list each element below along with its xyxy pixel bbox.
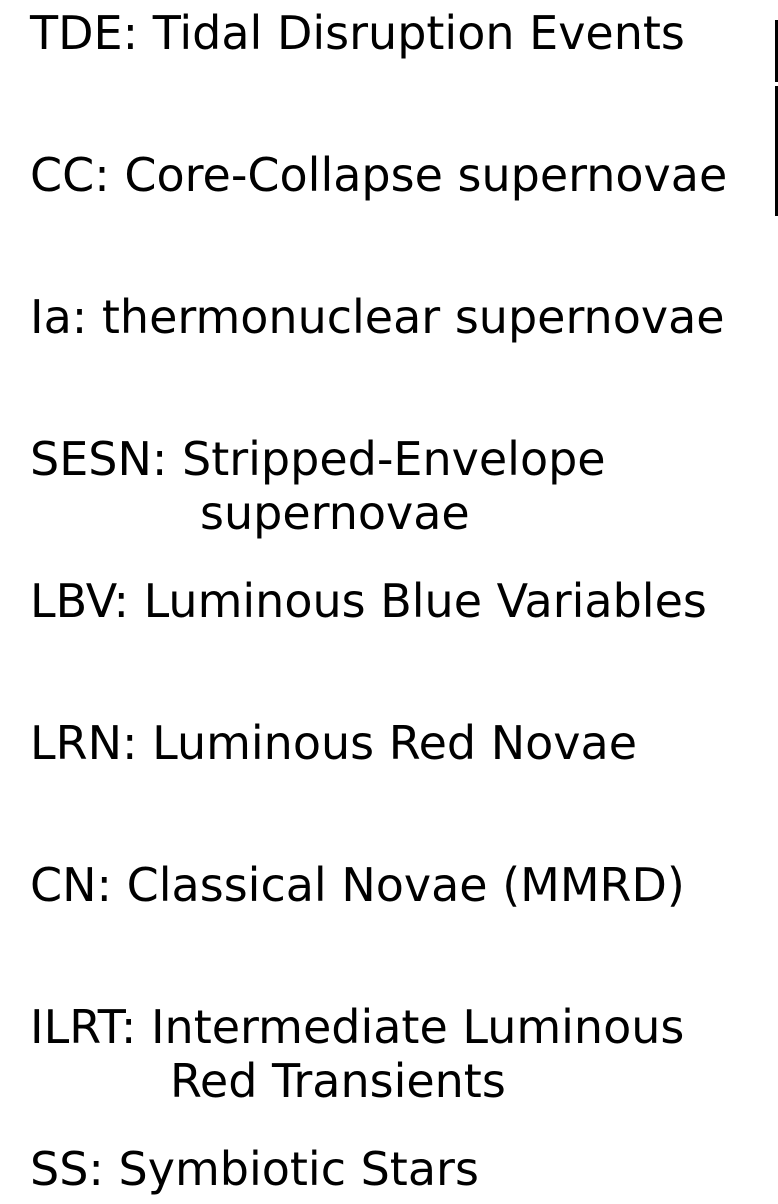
legend-entry-ilrt: ILRT: Intermediate Luminous Red Transien…	[30, 1000, 684, 1108]
legend-entry-text: CN: Classical Novae (MMRD)	[30, 858, 685, 912]
legend-entry-text-continued: Red Transients	[170, 1054, 506, 1108]
legend-entry-text: TDE: Tidal Disruption Events	[30, 6, 685, 60]
legend-entry-text: CC: Core-Collapse supernovae	[30, 148, 728, 202]
border-segment	[775, 86, 778, 216]
legend-entry-text: Ia: thermonuclear supernovae	[30, 290, 725, 344]
legend-entry-text: LBV: Luminous Blue Variables	[30, 574, 707, 628]
legend-entry-sesn: SESN: Stripped-Envelope supernovae	[30, 432, 606, 540]
legend-entry-cc: CC: Core-Collapse supernovae	[30, 148, 727, 202]
legend-entry-text: LRN: Luminous Red Novae	[30, 716, 638, 770]
legend-entry-lbv: LBV: Luminous Blue Variables	[30, 574, 707, 628]
legend-entry-cn: CN: Classical Novae (MMRD)	[30, 858, 685, 912]
legend-entry-text: SESN: Stripped-Envelope	[30, 432, 606, 486]
legend-entry-lrn: LRN: Luminous Red Novae	[30, 716, 637, 770]
legend-entry-text-continued: supernovae	[200, 486, 470, 540]
legend-entry-tde: TDE: Tidal Disruption Events	[30, 6, 685, 60]
legend-entry-text: SS: Symbiotic Stars	[30, 1142, 479, 1196]
legend-entry-text: ILRT: Intermediate Luminous	[30, 1000, 685, 1054]
legend-entry-ia: Ia: thermonuclear supernovae	[30, 290, 725, 344]
border-segment	[775, 20, 778, 82]
legend-entry-ss: SS: Symbiotic Stars	[30, 1142, 479, 1196]
